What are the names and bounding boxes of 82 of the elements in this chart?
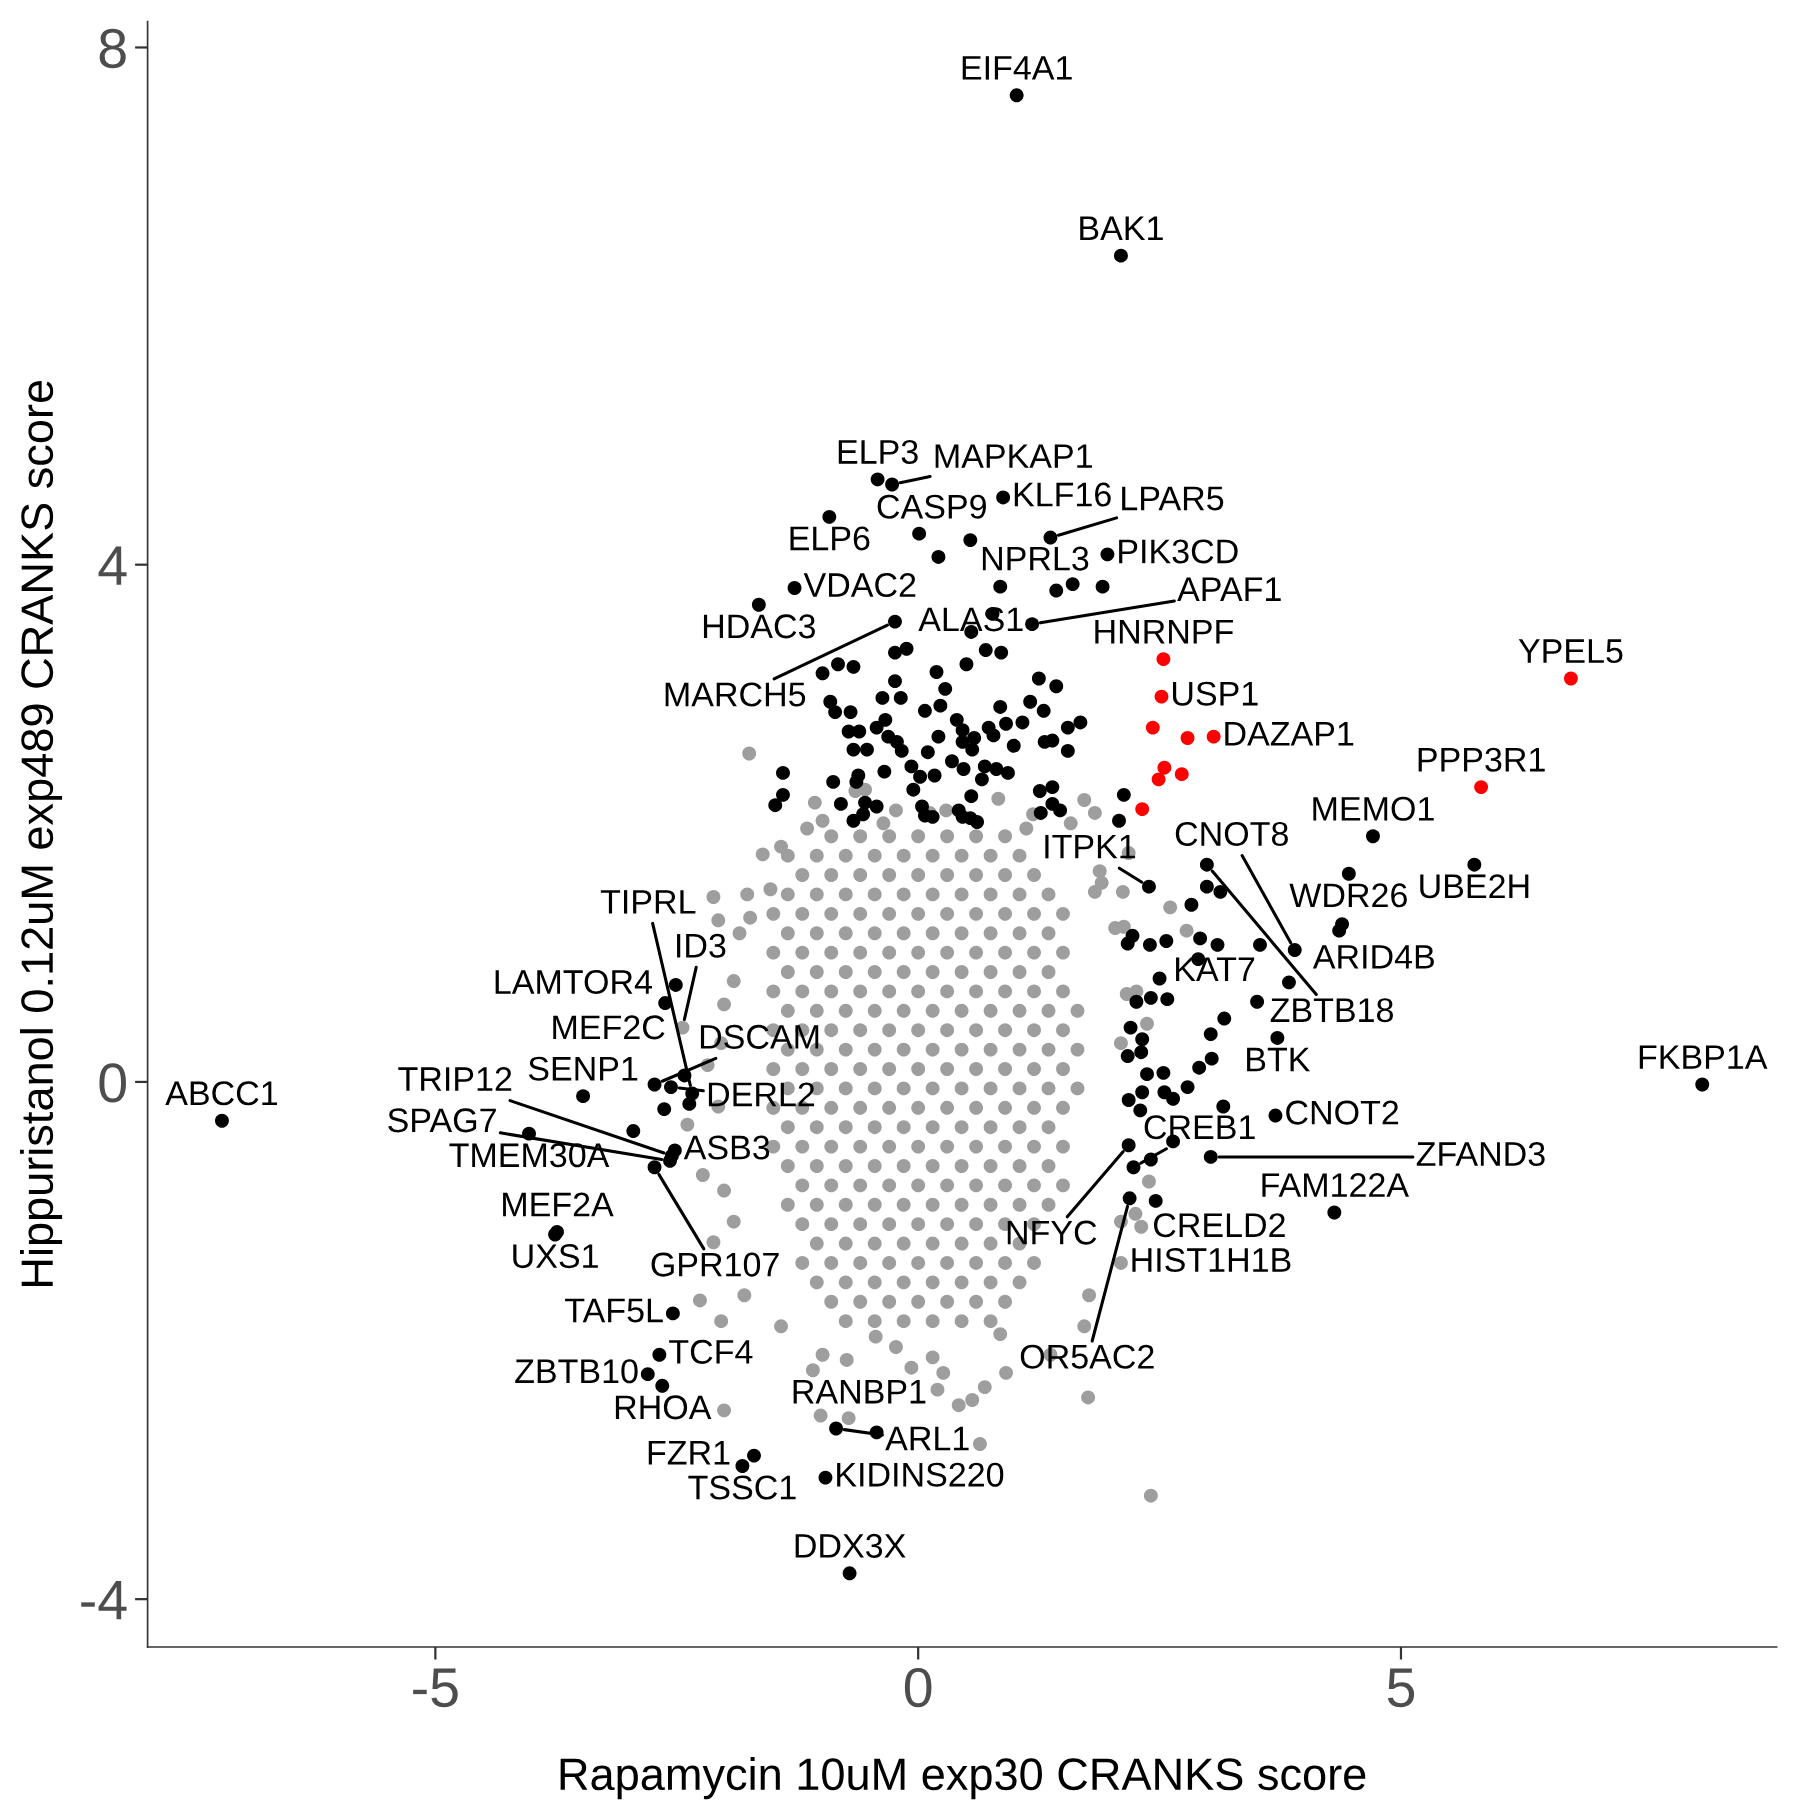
- x-axis-title: Rapamycin 10uM exp30 CRANKS score: [560, 1757, 1366, 1800]
- annotation: ABCC1: [165, 1081, 278, 1106]
- annotation: WDR26: [1289, 883, 1407, 908]
- y-tick-label: 0: [99, 1063, 126, 1103]
- annotation: FKBP1A: [1639, 1045, 1768, 1069]
- annotation: USP1: [1172, 681, 1258, 706]
- annotation: EIF4A1: [962, 56, 1072, 80]
- annotation: NPRL3: [982, 546, 1089, 571]
- annotation: ZBTB18: [1270, 998, 1393, 1023]
- point: [1563, 671, 1578, 686]
- y-tick-label: 8: [99, 28, 126, 69]
- y-axis-title: Hippuristanol 0.12uM exp489 CRANKS score: [20, 380, 63, 1286]
- point: [1135, 802, 1150, 817]
- annotation: ARL1: [885, 1426, 969, 1451]
- annotation: TRIP12: [398, 1067, 512, 1091]
- annotation: ID3: [677, 933, 726, 958]
- x-tick-label: 5: [1387, 1668, 1415, 1708]
- x-tick-label: -5: [413, 1668, 458, 1708]
- annotation: UXS1: [513, 1244, 598, 1269]
- annotation: TSSC1: [688, 1475, 796, 1500]
- annotation: MEF2A: [503, 1192, 614, 1217]
- annotation: CASP9: [877, 494, 986, 519]
- annotation: DDX3X: [795, 1533, 906, 1558]
- annotation: ASB3: [683, 1135, 770, 1160]
- annotation: CNOT8: [1175, 821, 1288, 846]
- y-tick-label: 4: [98, 546, 127, 585]
- annotation: RANBP1: [793, 1379, 926, 1404]
- annotation: LAMTOR4: [495, 969, 652, 995]
- point: [1180, 731, 1195, 745]
- annotation: RHOA: [615, 1395, 712, 1420]
- annotation: CRELD2: [1153, 1213, 1285, 1238]
- annotation: DAZAP1: [1225, 722, 1354, 746]
- annotation: ARID4B: [1312, 945, 1434, 969]
- annotation: KIDINS220: [837, 1462, 1004, 1487]
- point: [1474, 780, 1489, 795]
- annotation: HNRNPF: [1095, 619, 1233, 644]
- annotation: OR5AC2: [1020, 1344, 1154, 1369]
- annotation: VDAC2: [803, 573, 916, 598]
- annotation: KAT7: [1176, 957, 1255, 981]
- annotation: CREB1: [1144, 1115, 1255, 1140]
- annotation: YPEL5: [1518, 639, 1623, 664]
- point: [1206, 729, 1221, 744]
- annotation: BTK: [1247, 1047, 1311, 1072]
- annotation: ZBTB10: [515, 1359, 638, 1384]
- annotation: PIK3CD: [1119, 539, 1238, 564]
- annotation: FAM122A: [1262, 1173, 1409, 1197]
- annotation: GPR107: [651, 1252, 779, 1277]
- annotation: DERL2: [708, 1082, 815, 1107]
- annotation: KLF16: [1014, 482, 1111, 507]
- annotation: TMEM30A: [449, 1143, 610, 1168]
- annotation: UBE2H: [1420, 874, 1529, 899]
- annotation: TIPRL: [600, 890, 696, 914]
- annotation: BAK1: [1080, 216, 1163, 240]
- point: [1157, 760, 1172, 775]
- point: [1174, 767, 1189, 782]
- annotation: MAPKAP1: [935, 444, 1092, 468]
- point: [1156, 652, 1171, 667]
- annotation: SPAG7: [388, 1108, 496, 1133]
- annotation: CNOT2: [1286, 1100, 1399, 1125]
- annotation: ELP3: [838, 439, 918, 464]
- point: [1151, 772, 1166, 787]
- annotation: MEMO1: [1313, 796, 1434, 821]
- annotation: LPAR5: [1122, 486, 1224, 511]
- annotation: APAF1: [1177, 577, 1281, 601]
- annotation: NFYC: [1007, 1220, 1097, 1245]
- annotation: ITPK1: [1045, 834, 1136, 859]
- annotation: SENP1: [528, 1056, 638, 1081]
- x-tick-label: 0: [904, 1667, 932, 1708]
- annotation: DSCAM: [700, 1024, 819, 1049]
- annotation: HIST1H1B: [1132, 1247, 1291, 1273]
- annotation: PPP3R1: [1418, 747, 1545, 772]
- point: [1154, 689, 1169, 704]
- annotation: MEF2C: [553, 1015, 665, 1040]
- annotation: ZFAND3: [1416, 1141, 1545, 1167]
- y-tick-label: -4: [81, 1581, 127, 1620]
- point: [1145, 720, 1160, 735]
- annotation: TCF4: [669, 1339, 753, 1364]
- annotation: FZR1: [648, 1441, 730, 1465]
- annotation: MARCH5: [665, 682, 806, 707]
- annotation: HDAC3: [703, 614, 816, 639]
- annotation: TAF5L: [565, 1298, 663, 1323]
- annotation: ELP6: [790, 526, 870, 551]
